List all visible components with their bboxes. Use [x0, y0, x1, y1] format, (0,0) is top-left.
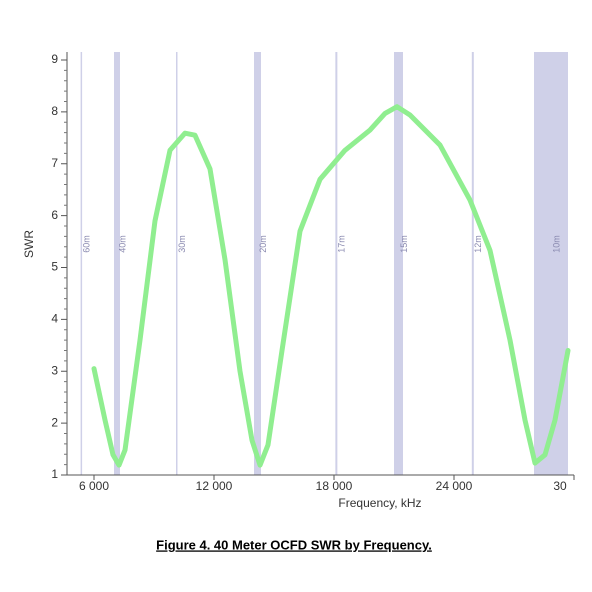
y-tick-label: 6 — [51, 208, 58, 222]
band-label: 20m — [258, 235, 268, 253]
swr-line — [91, 104, 571, 468]
caption: Figure 4. 40 Meter OCFD SWR by Frequency… — [156, 537, 432, 552]
band — [80, 52, 83, 475]
x-axis-label: Frequency, kHz — [338, 496, 421, 510]
band-label: 40m — [117, 235, 127, 253]
band — [335, 52, 338, 475]
y-tick-label: 4 — [51, 312, 58, 326]
x-tick-label: 24 000 — [436, 479, 473, 493]
band-label: 12m — [473, 235, 483, 253]
x-tick-label: 12 000 — [196, 479, 233, 493]
x-tick-label: 6 000 — [79, 479, 109, 493]
band — [176, 52, 178, 475]
band-label: 15m — [399, 235, 409, 253]
x-tick-label: 30 — [553, 479, 567, 493]
y-tick-label: 8 — [51, 104, 58, 118]
band — [114, 52, 120, 475]
y-tick-label: 2 — [51, 415, 58, 429]
y-axis-label: SWR — [22, 230, 36, 258]
band — [254, 52, 261, 475]
y-tick-label: 7 — [51, 156, 58, 170]
y-tick-label: 3 — [51, 363, 58, 377]
y-tick-label: 5 — [51, 260, 58, 274]
y-tick-label: 9 — [51, 52, 58, 66]
band-label: 10m — [551, 235, 561, 253]
x-tick-label: 18 000 — [316, 479, 353, 493]
band-label: 30m — [177, 235, 187, 253]
band — [534, 52, 568, 475]
y-tick-label: 1 — [51, 467, 58, 481]
band — [394, 52, 403, 475]
band — [471, 52, 474, 475]
band-label: 17m — [337, 235, 347, 253]
band-label: 60m — [82, 235, 92, 253]
